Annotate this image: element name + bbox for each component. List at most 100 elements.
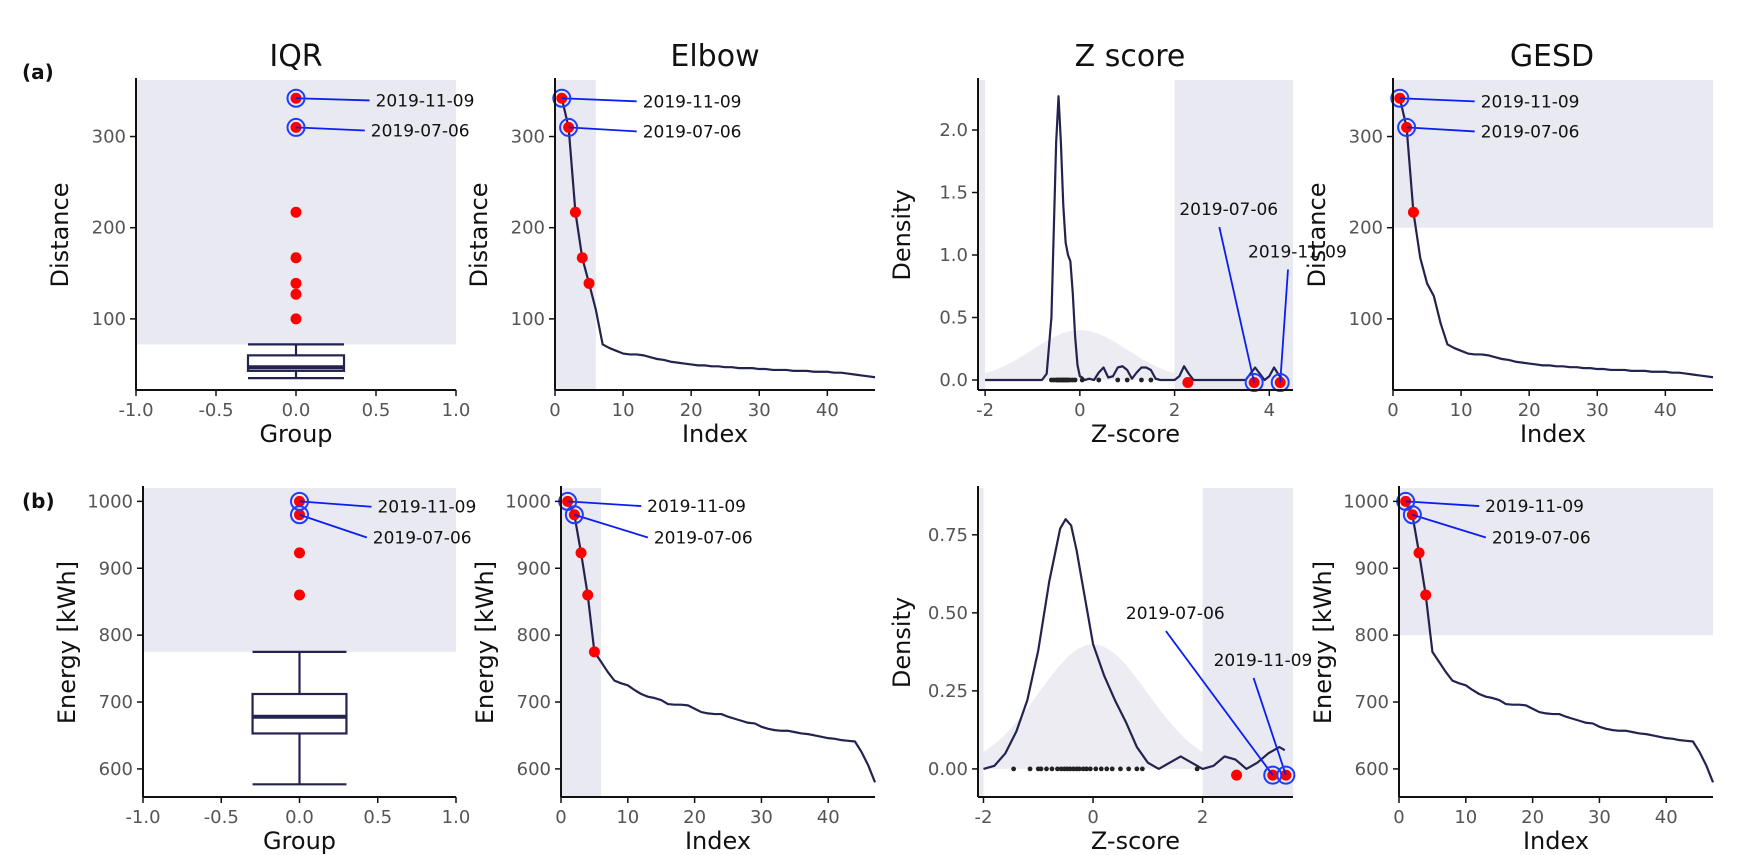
y-tick-label: 100 <box>511 309 545 330</box>
outlier-point <box>582 589 594 601</box>
x-tick-label: 40 <box>1654 400 1677 421</box>
rug-point <box>1148 377 1154 383</box>
chart-panel-b-gesd: 2019-11-09 2019-07-06 0 10 20 30 40 600 700 800 90… <box>1309 486 1715 855</box>
x-tick-label: 0 <box>1074 400 1085 421</box>
x-tick-label: 10 <box>1454 807 1477 828</box>
chart-panel-a-iqr: 2019-11-09 2019-07-06 -1.0 -0.5 0.0 0.5 1.0 100… <box>46 78 474 448</box>
x-tick-label: 1.0 <box>442 807 471 828</box>
annotation-label: 2019-11-09 <box>377 498 476 518</box>
annotation-leader <box>299 513 368 539</box>
x-tick-label: -0.5 <box>198 400 233 421</box>
rug-point <box>1011 766 1017 772</box>
y-tick-label: 100 <box>92 309 126 330</box>
rug-point <box>1139 377 1144 383</box>
annotation-leader <box>1406 126 1475 133</box>
annotation-leader <box>1218 226 1256 383</box>
outlier-point <box>588 646 600 658</box>
outlier-point <box>290 277 302 289</box>
highlight-ring <box>1390 88 1410 108</box>
y-tick-label: 900 <box>99 558 133 579</box>
shaded-region <box>978 488 984 797</box>
x-tick-label: 0 <box>549 400 560 421</box>
annotation-label: 2019-11-09 <box>643 92 742 112</box>
x-axis-title: Index <box>682 420 748 448</box>
annotation-leader <box>1405 500 1480 507</box>
series-line <box>1404 500 1715 783</box>
outlier-point <box>1420 589 1432 601</box>
chart-panel-a-elbow: 2019-11-09 2019-07-06 0 10 20 30 40 100 200 300 In… <box>465 78 876 448</box>
annotation-leader <box>295 126 365 132</box>
chart-panel-b-elbow: 2019-11-09 2019-07-06 0 10 20 30 40 600 700 800 90… <box>471 486 877 855</box>
chart-panel-a-z: 2019-07-06 2019-11-09 -2 0 2 4 0.0 0.5 1.0 1.5 2.0… <box>888 78 1347 448</box>
y-tick-label: 600 <box>99 759 133 780</box>
y-tick-label: 700 <box>99 692 133 713</box>
y-tick-label: 0.5 <box>939 308 968 329</box>
annotation-leader <box>299 500 372 508</box>
x-tick-label: -2 <box>976 400 994 421</box>
outlier-point <box>290 313 302 325</box>
shaded-region <box>1393 80 1713 228</box>
y-tick-label: 200 <box>511 218 545 239</box>
x-axis-title: Index <box>685 827 751 855</box>
highlight-ring <box>552 88 572 108</box>
series-line <box>1398 97 1714 379</box>
x-axis-title: Index <box>1523 827 1589 855</box>
normal-reference-area <box>985 330 1175 380</box>
y-tick-label: 800 <box>517 625 551 646</box>
shaded-region <box>978 80 986 390</box>
annotation-label: 2019-07-06 <box>1481 122 1580 142</box>
highlight-ring <box>1397 117 1417 137</box>
y-tick-label: 900 <box>517 558 551 579</box>
highlight-ring <box>1276 765 1296 785</box>
y-axis-title: Distance <box>465 183 493 288</box>
highlight-ring <box>564 505 584 525</box>
y-tick-label: 700 <box>1355 692 1389 713</box>
rug-point <box>1080 766 1086 772</box>
rug-point <box>1067 766 1073 772</box>
annotation-leader <box>567 500 642 507</box>
x-tick-label: -1.0 <box>118 400 153 421</box>
x-tick-label: -1.0 <box>125 807 160 828</box>
y-tick-label: 200 <box>92 218 126 239</box>
chart-panel-b-z: 2019-07-06 2019-11-09 -2 0 2 0.00 0.25 0.50 0.75… <box>888 486 1312 855</box>
outlier-point <box>290 252 302 264</box>
shaded-region <box>1399 488 1713 636</box>
outlier-point <box>583 277 595 289</box>
y-tick-label: 2.0 <box>939 120 968 141</box>
x-tick-label: 0.5 <box>363 807 392 828</box>
y-axis-title: Distance <box>46 183 74 288</box>
y-tick-label: 0.0 <box>939 370 968 391</box>
series-line <box>566 500 877 783</box>
rug-point <box>1098 766 1104 772</box>
y-tick-label: 600 <box>1355 759 1389 780</box>
rug-point <box>1104 766 1110 772</box>
shaded-region <box>1202 488 1293 797</box>
rug-point <box>1087 766 1093 772</box>
outlier-point <box>575 547 587 559</box>
highlight-ring <box>290 505 309 525</box>
y-axis-title: Density <box>888 189 916 280</box>
outlier-point <box>1182 377 1194 388</box>
y-axis-title: Energy [kWh] <box>53 561 81 724</box>
x-tick-label: 40 <box>817 807 840 828</box>
density-line <box>985 95 1285 382</box>
outlier-point <box>294 547 305 559</box>
rug-point <box>1093 766 1099 772</box>
y-tick-label: 1.5 <box>939 183 968 204</box>
y-axis-title: Energy [kWh] <box>471 561 499 724</box>
annotation-label: 2019-11-09 <box>1485 497 1584 517</box>
rug-point <box>1044 766 1049 772</box>
normal-reference-area <box>983 644 1203 769</box>
annotation-label: 2019-11-09 <box>376 91 475 111</box>
outlier-point <box>290 288 302 300</box>
annotation-label: 2019-07-06 <box>373 529 472 549</box>
rug-point <box>1126 766 1132 772</box>
highlight-ring <box>559 117 579 137</box>
annotation-label: 2019-07-06 <box>1126 604 1225 624</box>
annotation-label: 2019-07-06 <box>1492 529 1591 549</box>
x-tick-label: 0.5 <box>362 400 391 421</box>
x-tick-label: 4 <box>1264 400 1275 421</box>
y-tick-label: 0.25 <box>928 681 968 702</box>
rug-point <box>1027 766 1033 772</box>
y-tick-label: 800 <box>1355 625 1389 646</box>
